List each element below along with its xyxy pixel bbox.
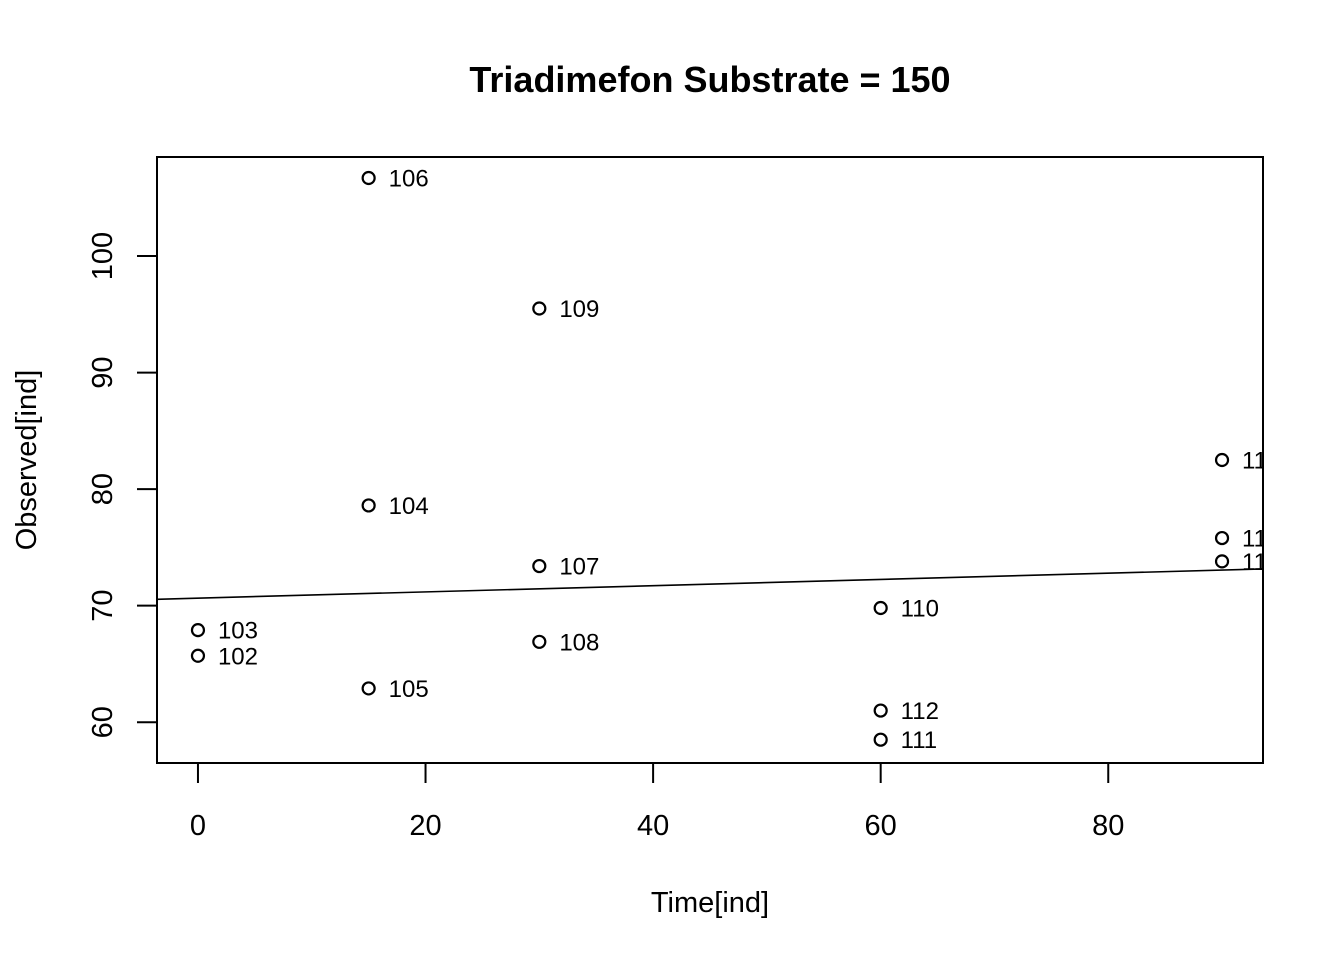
point-label: 111: [901, 727, 937, 754]
data-point: [190, 623, 206, 638]
data-point: [361, 681, 376, 696]
point-label: 108: [559, 629, 599, 656]
x-tick-label: 0: [190, 810, 206, 842]
x-tick-label: 40: [637, 810, 669, 842]
point-label: 11: [1242, 448, 1267, 475]
point-label: 110: [901, 596, 939, 623]
point-label: 104: [389, 493, 429, 520]
y-tick-label: 60: [87, 706, 119, 738]
data-point: [1214, 452, 1230, 468]
data-point: [190, 648, 206, 663]
data-point: [873, 600, 888, 616]
y-tick-label: 90: [87, 356, 119, 388]
data-point: [532, 301, 547, 316]
point-label: 107: [559, 554, 599, 581]
y-tick-label: 80: [87, 473, 119, 505]
point-label: 102: [218, 643, 258, 670]
data-point: [1214, 530, 1230, 546]
y-tick-label: 100: [87, 232, 119, 280]
point-label: 103: [218, 618, 258, 645]
plot-frame: [156, 156, 1264, 764]
point-label: 109: [559, 296, 599, 323]
chart-title: Triadimefon Substrate = 150: [469, 59, 950, 100]
data-point: [1214, 554, 1230, 569]
point-label: 105: [389, 676, 429, 703]
regression-line: [157, 568, 1263, 601]
x-tick-label: 20: [409, 810, 441, 842]
y-tick-label: 70: [87, 590, 119, 622]
data-point: [361, 498, 376, 513]
point-label: 11: [1242, 526, 1267, 553]
x-tick-label: 80: [1092, 810, 1124, 842]
y-axis: 60 70 80 90 100: [87, 232, 157, 738]
data-point: [532, 634, 547, 649]
x-axis: 0 20 40 60 80: [190, 763, 1124, 842]
data-point: [873, 703, 888, 718]
point-label: 106: [389, 165, 429, 192]
data-point: [532, 558, 547, 574]
y-axis-title: Observed[ind]: [11, 370, 43, 551]
x-tick-label: 60: [865, 810, 897, 842]
x-axis-title: Time[ind]: [651, 887, 769, 919]
data-point: [873, 732, 888, 747]
point-label: 112: [901, 698, 939, 725]
point-label: 11: [1242, 549, 1267, 576]
data-point: [361, 170, 376, 186]
